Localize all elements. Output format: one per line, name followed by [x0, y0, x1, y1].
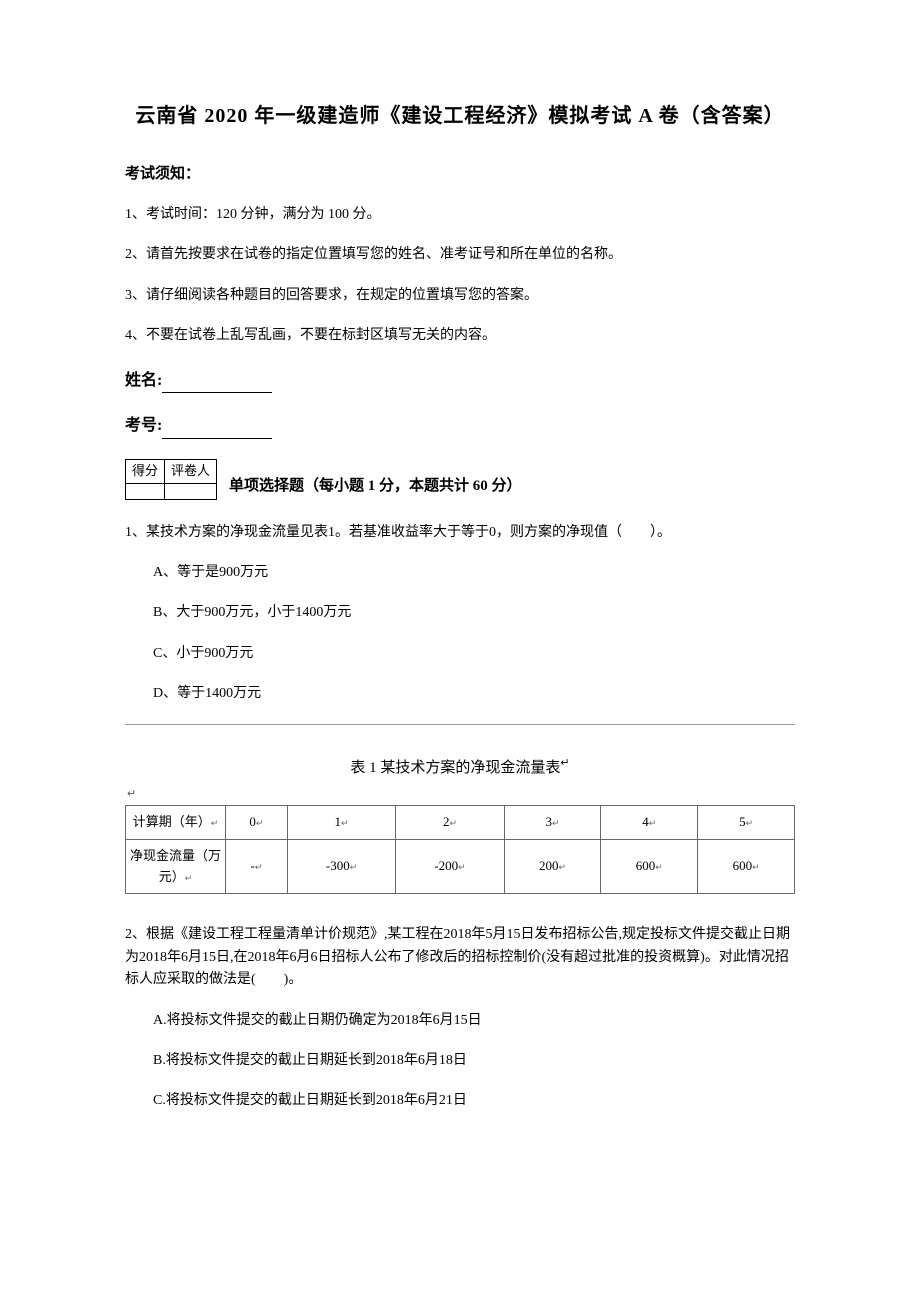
- cashflow-row1-label: 计算期（年）↵: [126, 806, 226, 840]
- id-label: 考号:: [125, 417, 162, 434]
- section1-title: 单项选择题（每小题 1 分，本题共计 60 分）: [229, 474, 522, 500]
- q1-option-b: B、大于900万元，小于1400万元: [153, 602, 795, 624]
- cashflow-val-4: 600↵: [601, 839, 698, 894]
- instruction-4: 4、不要在试卷上乱写乱画，不要在标封区填写无关的内容。: [125, 325, 795, 347]
- cashflow-row-years: 计算期（年）↵ 0↵ 1↵ 2↵ 3↵ 4↵ 5↵: [126, 806, 795, 840]
- q1-option-a: A、等于是900万元: [153, 562, 795, 584]
- name-field-row: 姓名:: [125, 368, 795, 394]
- cashflow-year-1: 1↵: [287, 806, 395, 840]
- score-table: 得分 评卷人: [125, 459, 217, 500]
- cashflow-year-0: 0↵: [226, 806, 288, 840]
- cashflow-val-2: -200↵: [396, 839, 504, 894]
- cashflow-year-5: 5↵: [698, 806, 795, 840]
- score-header-grader: 评卷人: [165, 459, 217, 483]
- page-title: 云南省 2020 年一级建造师《建设工程经济》模拟考试 A 卷（含答案）: [125, 100, 795, 132]
- instructions-header: 考试须知：: [125, 162, 795, 186]
- q2-option-c: C.将投标文件提交的截止日期延长到2018年6月21日: [153, 1090, 795, 1112]
- score-cell-score[interactable]: [126, 483, 165, 499]
- table-divider-top: [125, 724, 795, 725]
- cashflow-year-2: 2↵: [396, 806, 504, 840]
- q1-option-c: C、小于900万元: [153, 643, 795, 665]
- q2-option-a: A.将投标文件提交的截止日期仍确定为2018年6月15日: [153, 1010, 795, 1032]
- instruction-2: 2、请首先按要求在试卷的指定位置填写您的姓名、准考证号和所在单位的名称。: [125, 244, 795, 266]
- cashflow-year-3: 3↵: [504, 806, 601, 840]
- cashflow-val-1: -300↵: [287, 839, 395, 894]
- cashflow-row-values: 净现金流量（万元）↵ -↵ -300↵ -200↵ 200↵ 600↵ 600↵: [126, 839, 795, 894]
- id-field-row: 考号:: [125, 413, 795, 439]
- score-header-score: 得分: [126, 459, 165, 483]
- name-blank[interactable]: [162, 392, 272, 393]
- cr-mark-small: ↵: [127, 786, 795, 804]
- cashflow-year-4: 4↵: [601, 806, 698, 840]
- score-section-row: 得分 评卷人 单项选择题（每小题 1 分，本题共计 60 分）: [125, 459, 795, 500]
- id-blank[interactable]: [162, 438, 272, 439]
- cr-mark-icon: ↵: [560, 757, 569, 769]
- score-cell-grader[interactable]: [165, 483, 217, 499]
- q1-option-d: D、等于1400万元: [153, 683, 795, 705]
- q2-option-b: B.将投标文件提交的截止日期延长到2018年6月18日: [153, 1050, 795, 1072]
- instruction-1: 1、考试时间：120 分钟，满分为 100 分。: [125, 204, 795, 226]
- cashflow-val-0: -↵: [226, 839, 288, 894]
- cashflow-table-caption: 表 1 某技术方案的净现金流量表↵: [125, 755, 795, 780]
- cashflow-row2-label: 净现金流量（万元）↵: [126, 839, 226, 894]
- cashflow-val-5: 600↵: [698, 839, 795, 894]
- q2-stem: 2、根据《建设工程工程量清单计价规范》,某工程在2018年5月15日发布招标公告…: [125, 924, 795, 991]
- instruction-3: 3、请仔细阅读各种题目的回答要求，在规定的位置填写您的答案。: [125, 285, 795, 307]
- cashflow-table: 计算期（年）↵ 0↵ 1↵ 2↵ 3↵ 4↵ 5↵ 净现金流量（万元）↵ -↵ …: [125, 805, 795, 894]
- q1-stem: 1、某技术方案的净现金流量见表1。若基准收益率大于等于0，则方案的净现值（ ）。: [125, 522, 795, 544]
- cashflow-val-3: 200↵: [504, 839, 601, 894]
- name-label: 姓名:: [125, 372, 162, 389]
